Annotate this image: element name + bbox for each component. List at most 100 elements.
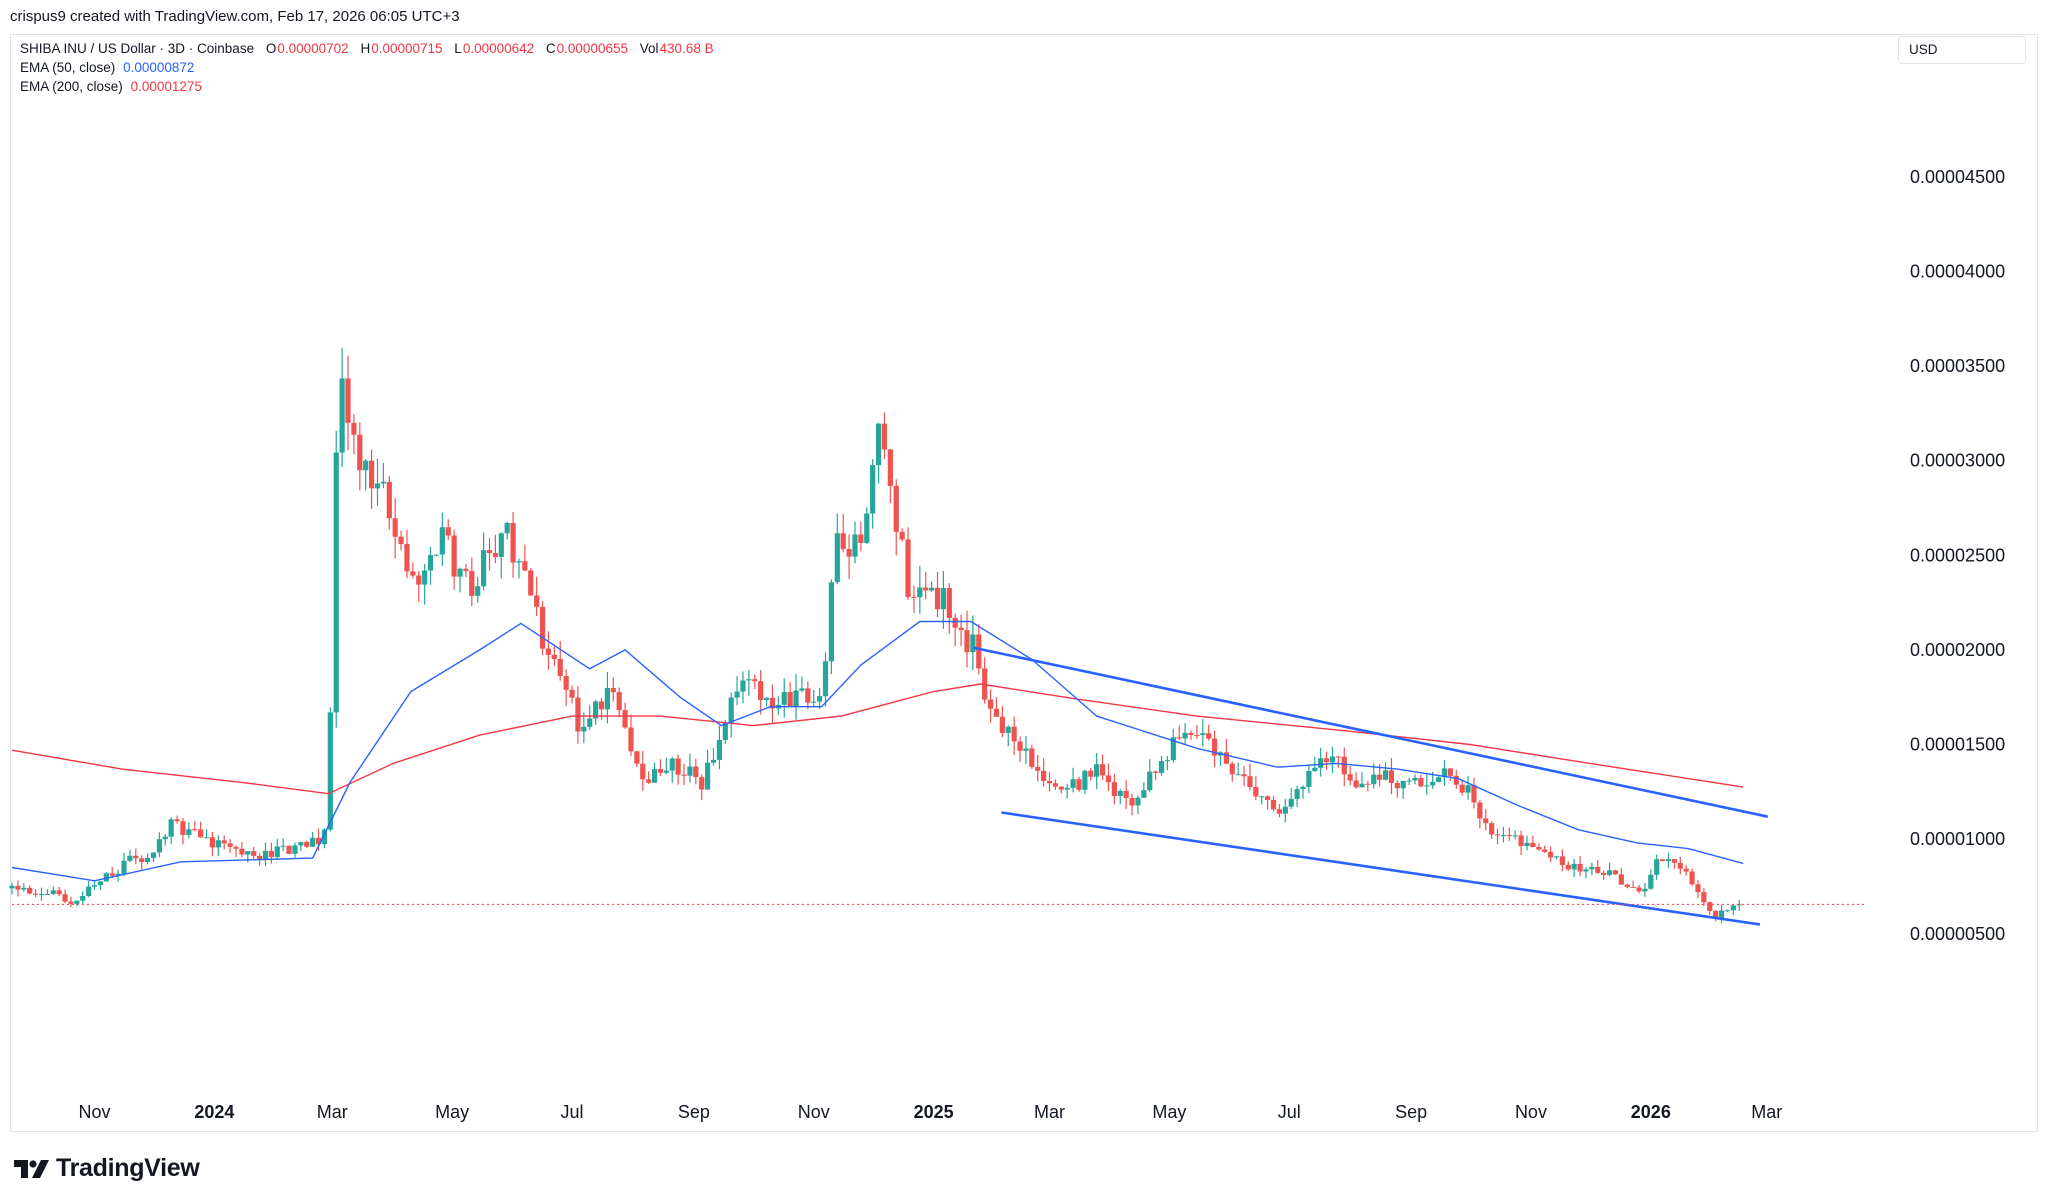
ema50-legend[interactable]: EMA (50, close) 0.00000872 — [20, 60, 194, 75]
candle-down — [1701, 892, 1707, 903]
candle-up — [1665, 859, 1672, 862]
candle-down — [840, 533, 846, 550]
candle-up — [475, 586, 481, 596]
candle-up — [1294, 789, 1300, 799]
candle-up — [327, 712, 333, 830]
candle-up — [186, 829, 192, 835]
ema200-legend[interactable]: EMA (200, close) 0.00001275 — [20, 79, 202, 94]
candle-down — [1335, 756, 1341, 758]
x-tick-label: Jul — [561, 1102, 584, 1122]
candle-up — [1642, 888, 1648, 892]
candle-up — [1135, 797, 1141, 806]
candle-down — [1559, 856, 1565, 865]
candle-up — [1235, 774, 1241, 776]
candle-up — [669, 758, 675, 771]
candle-up — [1164, 760, 1171, 762]
candle-up — [870, 465, 876, 514]
candle-down — [109, 873, 115, 876]
candle-up — [663, 770, 669, 773]
candle-down — [1494, 834, 1501, 836]
candle-down — [315, 837, 322, 845]
candle-up — [1182, 732, 1188, 739]
candle-down — [958, 627, 964, 631]
candle-down — [1353, 780, 1359, 788]
candle-down — [192, 829, 198, 831]
x-axis[interactable]: Nov 2024 Mar May Jul Sep Nov 2025 Mar May Jul Sep No… — [79, 1102, 1783, 1122]
candle-down — [634, 751, 640, 764]
candle-down — [622, 710, 628, 728]
candle-down — [946, 588, 952, 618]
candle-down — [1618, 874, 1624, 885]
candle-up — [875, 423, 882, 466]
x-tick-label: Jul — [1278, 1102, 1301, 1122]
candle-up — [215, 840, 221, 848]
symbol-title[interactable]: SHIBA INU / US Dollar · 3D · Coinbase — [20, 41, 255, 56]
candle-down — [1041, 770, 1047, 781]
candle-down — [268, 850, 274, 857]
candle-down — [911, 596, 917, 598]
candle-up — [1512, 835, 1518, 837]
chart-frame — [10, 34, 2038, 1132]
candle-down — [286, 845, 292, 854]
candle-down — [1577, 863, 1583, 872]
x-tick-label: 2025 — [914, 1102, 954, 1122]
candle-down — [1530, 842, 1536, 848]
ema200-label: EMA (200, close) — [20, 79, 123, 94]
currency-button[interactable]: USD — [1898, 36, 2026, 64]
trend-channel[interactable] — [973, 646, 1769, 926]
candle-down — [1612, 870, 1619, 875]
candle-down — [846, 549, 852, 557]
candle-up — [828, 582, 835, 662]
candle-up — [262, 850, 269, 859]
candle-down — [351, 422, 357, 435]
candle-down — [1506, 835, 1512, 837]
candle-down — [899, 531, 905, 540]
candle-up — [516, 561, 522, 563]
y-axis[interactable]: 0.00004500 0.00004000 0.00003500 0.00003000… — [1910, 167, 2005, 944]
trendline-upper[interactable] — [973, 646, 1769, 818]
candle-down — [15, 885, 21, 890]
candle-down — [545, 648, 552, 655]
candle-up — [280, 845, 286, 847]
candle-down — [469, 571, 475, 596]
candle-down — [410, 571, 416, 576]
candle-down — [1188, 732, 1194, 736]
trendline-lower[interactable] — [1001, 811, 1761, 926]
candle-up — [91, 885, 98, 887]
candle-up — [1359, 783, 1365, 788]
candle-up — [380, 481, 386, 484]
candle-down — [952, 617, 958, 628]
candle-up — [38, 894, 45, 896]
candle-up — [333, 452, 339, 713]
candle-up — [203, 837, 210, 839]
candle-up — [740, 680, 746, 692]
candle-up — [1406, 780, 1412, 782]
candle-down — [1129, 798, 1135, 806]
candle-down — [1153, 771, 1159, 773]
y-tick-label: 0.00004000 — [1910, 261, 2005, 281]
tradingview-logo[interactable]: TradingView — [14, 1154, 200, 1183]
candle-down — [1689, 871, 1695, 885]
candle-down — [1624, 884, 1630, 887]
candle-down — [999, 716, 1005, 733]
candle-down — [1347, 774, 1353, 781]
y-tick-label: 0.00002500 — [1910, 545, 2005, 565]
candle-down — [345, 378, 351, 423]
y-tick-label: 0.00001000 — [1910, 829, 2005, 849]
candle-up — [1158, 761, 1165, 773]
candle-down — [640, 763, 646, 780]
candle-down — [1565, 864, 1571, 870]
candle-up — [917, 587, 923, 598]
candle-down — [1713, 910, 1719, 919]
candle-down — [62, 894, 68, 902]
candle-up — [1147, 771, 1153, 791]
candle-down — [1035, 766, 1041, 771]
ema200-line — [11, 683, 1744, 795]
candle-down — [27, 887, 33, 894]
candle-up — [156, 839, 162, 853]
candle-down — [752, 679, 758, 682]
candle-down — [1453, 775, 1459, 785]
candle-down — [1241, 774, 1247, 777]
candle-down — [133, 855, 139, 859]
